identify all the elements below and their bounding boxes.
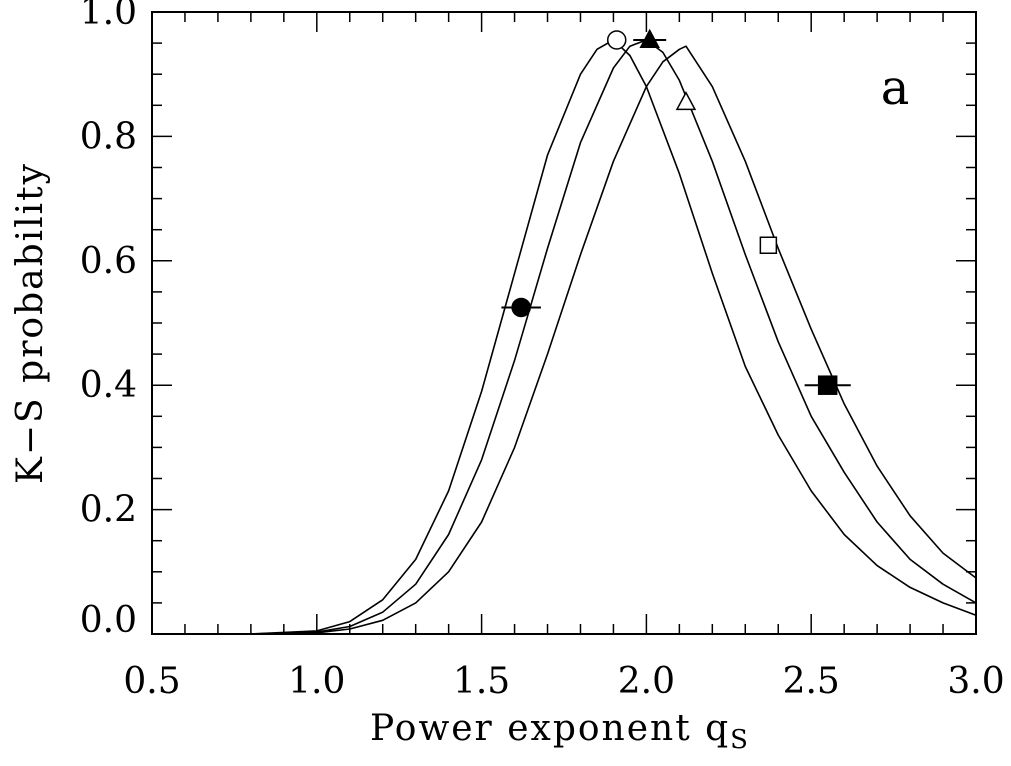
y-axis-title: K−S probability (10, 162, 51, 484)
series-line-2 (152, 39, 977, 635)
filled-triangle-marker (639, 28, 660, 48)
x-axis-title: Power exponent qS (370, 708, 750, 755)
x-tick-label: 1.0 (288, 661, 345, 702)
open-square-marker (759, 236, 778, 254)
y-tick-label: 0.4 (80, 365, 137, 406)
y-tick-label: 0.2 (80, 490, 137, 531)
open-triangle-marker (675, 91, 697, 111)
open-circle-marker (606, 30, 627, 50)
x-tick-label: 2.0 (618, 661, 675, 702)
axis-ticks (151, 11, 977, 635)
y-tick-label: 0.0 (80, 600, 137, 641)
x-tick-label: 1.5 (453, 661, 510, 702)
y-tick-label: 0.6 (80, 241, 137, 282)
data-markers (501, 28, 851, 395)
panel-label: a (881, 60, 910, 116)
x-tick-label: 2.5 (783, 661, 840, 702)
x-axis-title-main: Power exponent q (370, 708, 730, 749)
y-tick-label: 0.8 (80, 116, 137, 157)
series-line-1 (152, 39, 977, 635)
series-curves (152, 39, 977, 635)
series-line-3 (152, 45, 977, 635)
y-tick-label: 1.0 (80, 0, 137, 33)
x-tick-label: 0.5 (123, 661, 180, 702)
x-axis-title-subscript: S (730, 725, 750, 755)
plot-frame (151, 11, 977, 635)
axis-tick-labels: 0.5 1.0 1.5 2.0 2.5 3.0 0.0 0.2 0.4 0.6 0.8 1.0 (80, 0, 1005, 702)
filled-square-marker (817, 375, 838, 395)
filled-circle-marker (511, 297, 531, 318)
x-tick-label: 3.0 (947, 661, 1004, 702)
